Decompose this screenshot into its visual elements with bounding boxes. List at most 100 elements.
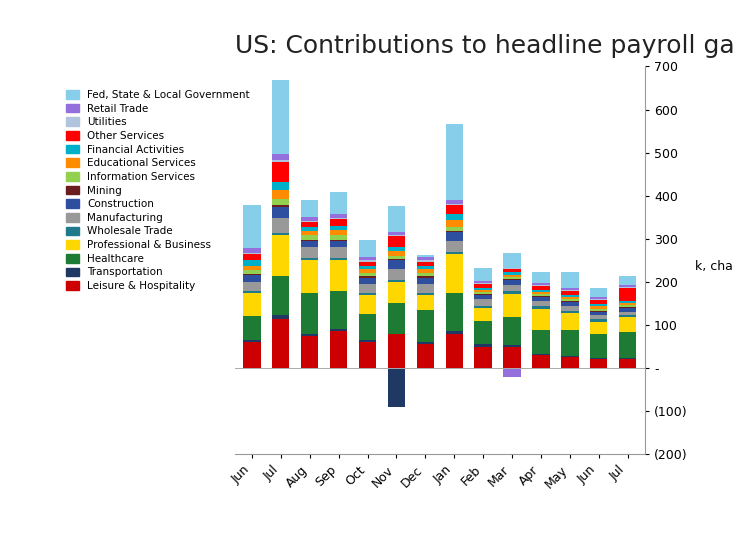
Bar [590, 320, 608, 321]
Bar [619, 305, 636, 307]
Bar [474, 268, 492, 281]
Bar [590, 300, 608, 304]
Bar [474, 299, 492, 306]
Bar [301, 221, 318, 223]
Y-axis label: k, change: k, change [695, 260, 733, 273]
Bar [504, 285, 520, 291]
Bar [272, 190, 290, 199]
Bar [590, 289, 608, 297]
Bar [474, 295, 492, 299]
Bar [272, 162, 290, 182]
Bar [561, 356, 578, 357]
Bar [272, 153, 290, 160]
Bar [388, 334, 405, 368]
Bar [532, 297, 550, 301]
Bar [416, 293, 434, 295]
Bar [359, 293, 376, 295]
Bar [388, 282, 405, 304]
Bar [272, 319, 290, 368]
Bar [532, 301, 550, 306]
Bar [243, 253, 260, 254]
Bar [446, 252, 463, 254]
Bar [446, 199, 463, 204]
Bar [243, 254, 260, 260]
Bar [388, 260, 405, 269]
Bar [504, 317, 520, 345]
Bar [561, 297, 578, 299]
Bar [532, 285, 550, 286]
Bar [359, 284, 376, 293]
Bar [446, 220, 463, 227]
Bar [330, 258, 347, 260]
Bar [561, 299, 578, 301]
Bar [504, 269, 520, 273]
Bar [561, 330, 578, 356]
Bar [243, 275, 260, 282]
Bar [416, 284, 434, 293]
Bar [330, 218, 347, 219]
Bar [272, 218, 290, 233]
Text: US: Contributions to headline payroll gain: US: Contributions to headline payroll ga… [235, 34, 733, 58]
Bar [416, 345, 434, 368]
Bar [243, 293, 260, 316]
Bar [504, 280, 520, 285]
Bar [301, 217, 318, 221]
Bar [416, 260, 434, 261]
Bar [359, 269, 376, 273]
Bar [243, 316, 260, 340]
Bar [532, 292, 550, 294]
Bar [388, 304, 405, 334]
Bar [504, 253, 520, 268]
Bar [619, 315, 636, 317]
Bar [301, 334, 318, 336]
Bar [388, 252, 405, 255]
Bar [243, 274, 260, 275]
Legend: Fed, State & Local Government, Retail Trade, Utilities, Other Services, Financia: Fed, State & Local Government, Retail Tr… [62, 86, 254, 295]
Bar [301, 199, 318, 217]
Bar [474, 290, 492, 292]
Bar [474, 281, 492, 283]
Bar [416, 342, 434, 345]
Bar [561, 288, 578, 290]
Bar [446, 214, 463, 220]
Bar [301, 240, 318, 241]
Bar [590, 304, 608, 306]
Bar [532, 354, 550, 355]
Bar [243, 248, 260, 253]
Bar [330, 192, 347, 214]
Bar [330, 235, 347, 240]
Bar [330, 329, 347, 331]
Bar [301, 260, 318, 293]
Bar [416, 295, 434, 310]
Bar [243, 282, 260, 290]
Bar [532, 290, 550, 292]
Bar [388, 255, 405, 259]
Bar [590, 299, 608, 300]
Bar [359, 261, 376, 266]
Bar [619, 307, 636, 308]
Bar [619, 360, 636, 368]
Bar [388, 206, 405, 232]
Bar [619, 288, 636, 301]
Bar [590, 360, 608, 368]
Bar [359, 340, 376, 342]
Bar [301, 241, 318, 248]
Bar [504, 279, 520, 280]
Bar [532, 294, 550, 296]
Bar [561, 290, 578, 295]
Bar [474, 321, 492, 345]
Bar [474, 284, 492, 288]
Bar [243, 342, 260, 368]
Bar [619, 285, 636, 287]
Bar [446, 331, 463, 334]
Bar [301, 223, 318, 227]
Bar [272, 199, 290, 205]
Bar [532, 273, 550, 283]
Bar [301, 248, 318, 258]
Bar [590, 312, 608, 315]
Bar [243, 270, 260, 274]
Bar [474, 283, 492, 284]
Bar [272, 160, 290, 162]
Bar [532, 286, 550, 290]
Bar [474, 294, 492, 295]
